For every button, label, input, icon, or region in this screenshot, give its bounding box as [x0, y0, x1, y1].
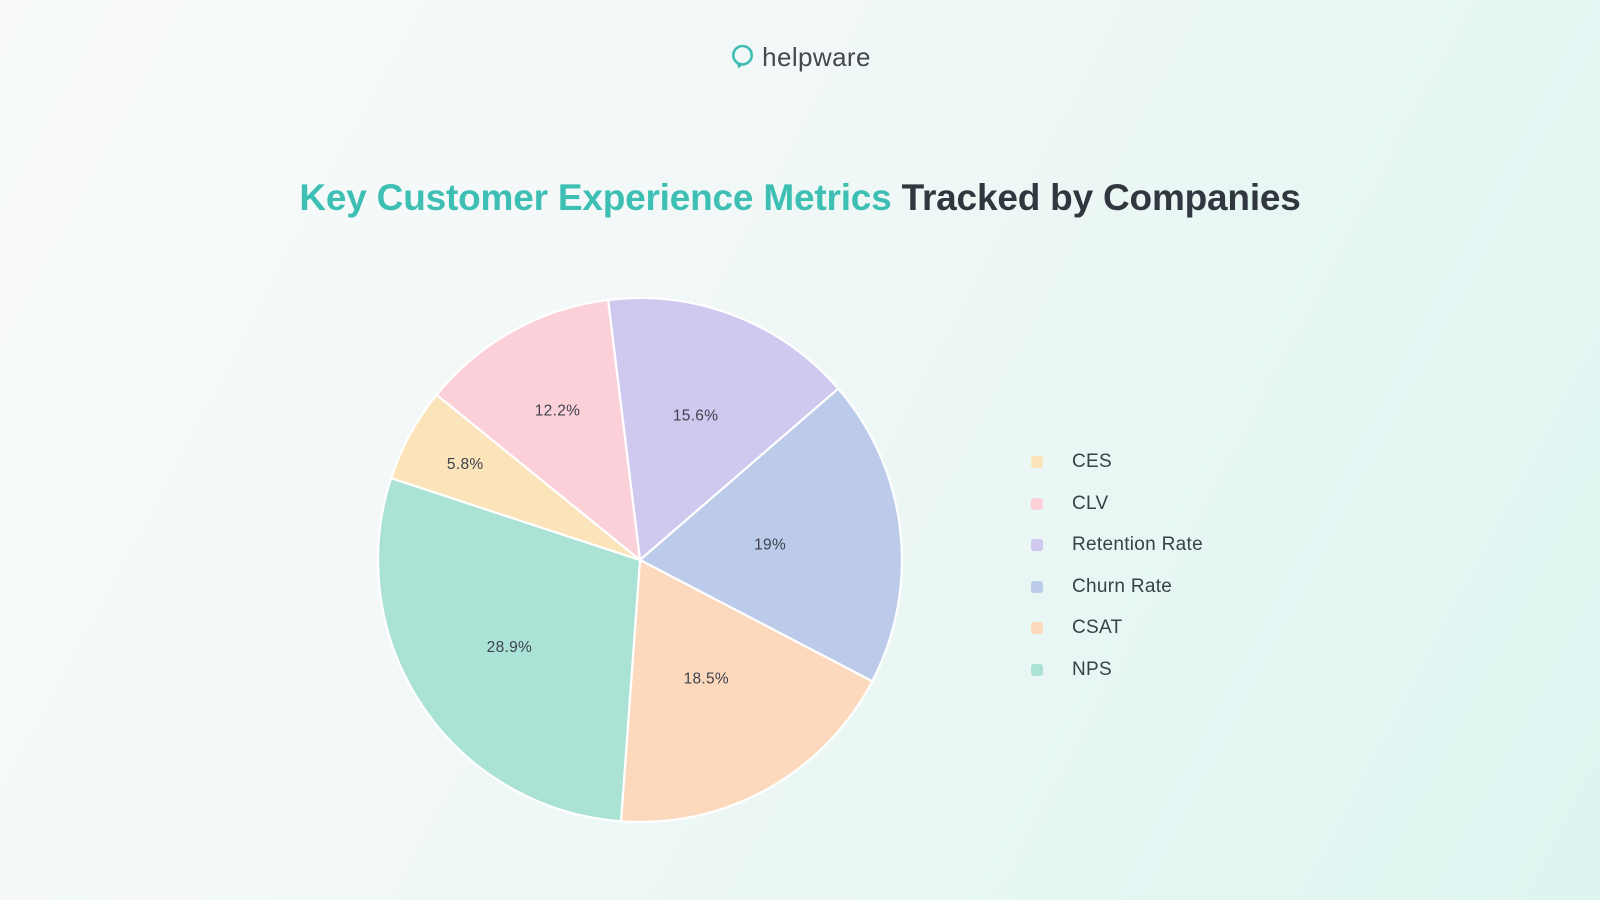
legend-item-churn-rate: Churn Rate	[1031, 575, 1203, 599]
pie-slice-clv	[435, 298, 642, 562]
slice-label-churn-rate: 19%	[754, 536, 786, 553]
legend-item-retention-rate: Retention Rate	[1031, 533, 1203, 557]
legend-item-ces: CES	[1031, 450, 1203, 474]
chart-title: Key Customer Experience Metrics Tracked …	[0, 176, 1600, 220]
title-highlight: Key Customer Experience Metrics	[299, 177, 892, 218]
legend-item-csat: CSAT	[1031, 616, 1203, 640]
legend-swatch-nps	[1031, 663, 1043, 676]
speech-bubble-icon	[732, 44, 754, 69]
pie-slice-retention-rate	[606, 296, 840, 562]
pie-slice-nps	[376, 477, 642, 823]
legend: CES CLV Retention Rate Churn Rate CSAT NPS	[1031, 450, 1203, 682]
legend-label-nps: NPS	[1072, 658, 1112, 680]
title-rest: Tracked by Companies	[901, 177, 1301, 218]
slice-label-retention-rate: 15.6%	[673, 407, 718, 424]
legend-item-nps: NPS	[1031, 658, 1203, 682]
helpware-logo: helpware	[0, 42, 1600, 73]
legend-swatch-retention-rate	[1031, 539, 1043, 551]
pie-slice-csat	[619, 558, 874, 824]
logo-text: helpware	[762, 42, 871, 72]
legend-label-churn-rate: Churn Rate	[1072, 575, 1173, 597]
slice-label-ces: 5.8%	[447, 456, 484, 473]
legend-label-clv: CLV	[1072, 492, 1109, 514]
legend-swatch-csat	[1031, 622, 1043, 634]
legend-label-retention-rate: Retention Rate	[1072, 534, 1203, 555]
legend-swatch-ces	[1031, 456, 1043, 468]
legend-label-csat: CSAT	[1072, 617, 1123, 638]
legend-label-ces: CES	[1072, 451, 1112, 472]
legend-swatch-churn-rate	[1031, 580, 1043, 593]
pie-slice-churn-rate	[638, 387, 904, 683]
slice-label-clv: 12.2%	[535, 403, 580, 420]
legend-swatch-clv	[1031, 497, 1043, 510]
legend-item-clv: CLV	[1031, 492, 1203, 516]
slice-label-nps: 28.9%	[487, 639, 532, 656]
slice-label-csat: 18.5%	[684, 671, 729, 688]
